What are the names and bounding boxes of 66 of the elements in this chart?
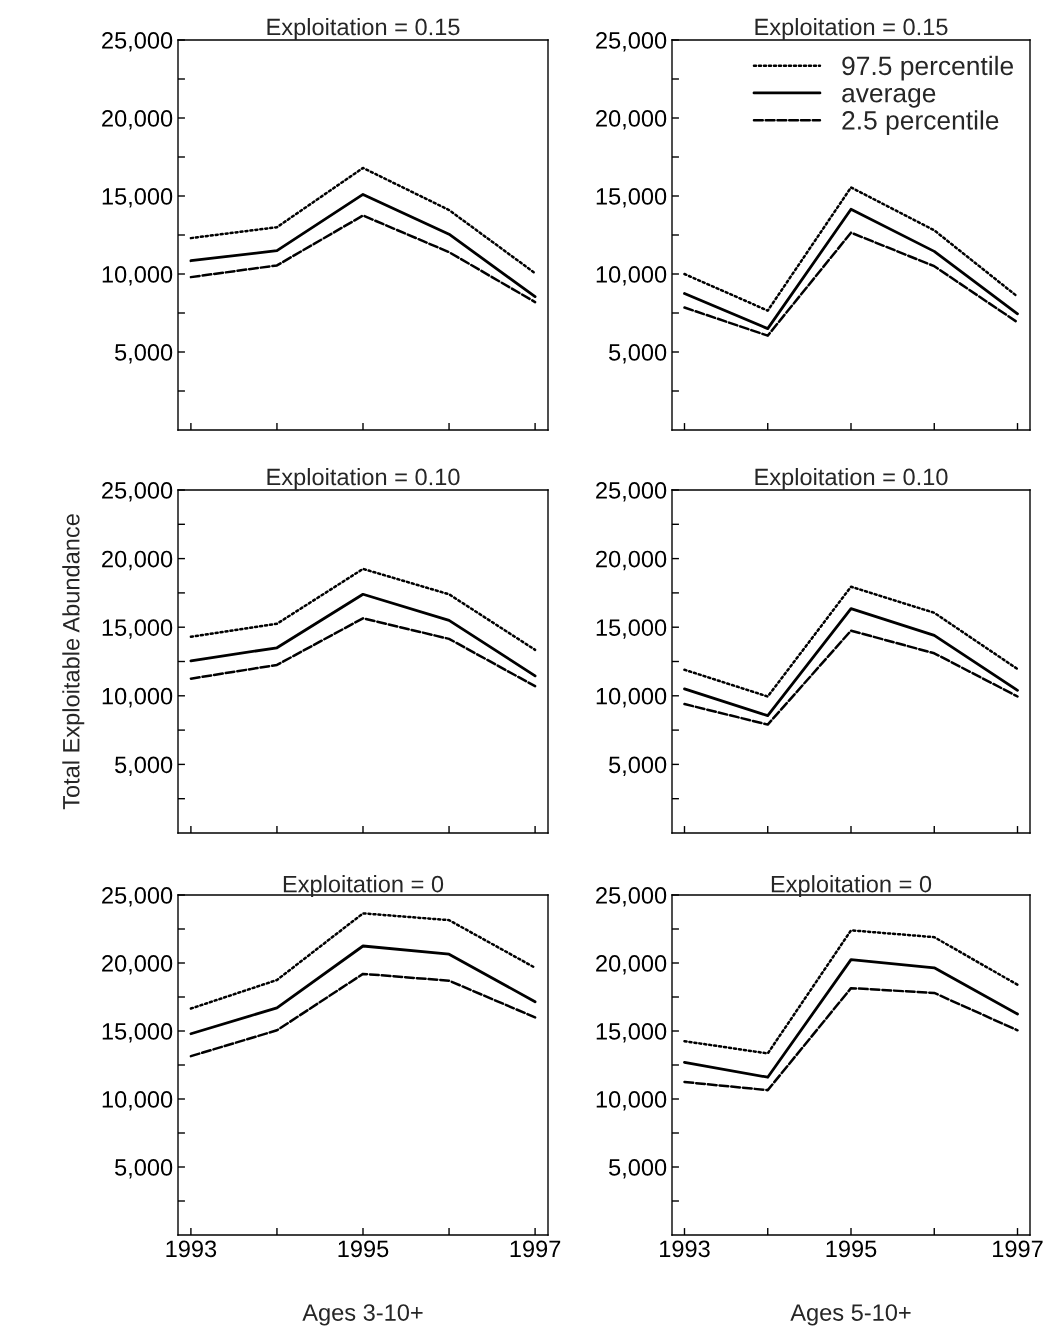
line-series bbox=[683, 986, 1019, 1092]
line-series bbox=[683, 629, 1019, 726]
line-series bbox=[189, 214, 537, 304]
line-series bbox=[683, 585, 1019, 698]
line-series bbox=[189, 592, 537, 678]
y-tick-label: 15,000 bbox=[596, 188, 667, 208]
line-series bbox=[683, 207, 1019, 330]
y-tick-label: 25,000 bbox=[596, 32, 667, 52]
x-tick-label: 1995 bbox=[338, 1240, 389, 1258]
y-tick-label: 20,000 bbox=[102, 110, 173, 130]
legend-label: 2.5 percentile bbox=[842, 110, 999, 135]
legend-label: average bbox=[842, 87, 936, 108]
y-tick-label: 25,000 bbox=[596, 482, 667, 502]
legend-label: 97.5 percentile bbox=[842, 55, 1014, 81]
chart-title: Exploitation = 0 bbox=[283, 875, 444, 898]
x-tick-label: 1997 bbox=[993, 1240, 1043, 1258]
y-tick-label: 5,000 bbox=[609, 344, 667, 364]
y-tick-label: 20,000 bbox=[102, 550, 173, 571]
chart-title: Exploitation = 0 bbox=[771, 875, 932, 898]
y-axis-title: Total Exploitable Abundance bbox=[62, 514, 85, 810]
x-tick-label: 1995 bbox=[826, 1240, 877, 1258]
line-series bbox=[189, 567, 537, 652]
x-axis-title: Ages 3-10+ bbox=[302, 1304, 423, 1326]
y-tick-label: 25,000 bbox=[102, 887, 173, 907]
line-series bbox=[189, 166, 537, 275]
x-axis-title: Ages 5-10+ bbox=[790, 1304, 911, 1326]
y-tick-label: 10,000 bbox=[596, 266, 667, 286]
y-tick-label: 25,000 bbox=[102, 32, 173, 52]
x-tick-label: 1997 bbox=[510, 1240, 561, 1258]
chart-title: Exploitation = 0.10 bbox=[755, 467, 948, 490]
y-tick-label: 5,000 bbox=[609, 756, 667, 776]
line-series bbox=[683, 231, 1019, 337]
y-tick-label: 15,000 bbox=[596, 619, 667, 639]
y-tick-label: 20,000 bbox=[102, 955, 173, 975]
chart-title: Exploitation = 0.15 bbox=[267, 17, 460, 40]
chart-title: Exploitation = 0.10 bbox=[267, 467, 460, 490]
y-tick-label: 20,000 bbox=[596, 955, 667, 975]
y-tick-label: 10,000 bbox=[102, 266, 173, 286]
y-tick-label: 10,000 bbox=[102, 687, 173, 708]
x-tick-label: 1993 bbox=[660, 1240, 710, 1258]
line-series bbox=[683, 958, 1019, 1079]
line-series bbox=[683, 929, 1019, 1055]
y-tick-label: 15,000 bbox=[102, 188, 173, 208]
line-series bbox=[189, 912, 537, 1010]
y-tick-label: 20,000 bbox=[596, 110, 667, 130]
y-tick-label: 10,000 bbox=[596, 1091, 667, 1111]
line-series bbox=[683, 186, 1019, 312]
y-tick-label: 5,000 bbox=[115, 1159, 173, 1179]
y-tick-label: 20,000 bbox=[596, 550, 667, 571]
line-series bbox=[189, 193, 537, 299]
y-tick-label: 5,000 bbox=[609, 1159, 667, 1179]
y-tick-label: 15,000 bbox=[102, 1023, 173, 1043]
y-tick-label: 25,000 bbox=[596, 887, 667, 907]
line-series bbox=[189, 972, 537, 1058]
line-series bbox=[189, 944, 537, 1036]
y-tick-label: 5,000 bbox=[115, 756, 173, 776]
chart-title: Exploitation = 0.15 bbox=[755, 17, 948, 40]
y-tick-label: 25,000 bbox=[102, 482, 173, 502]
y-tick-label: 15,000 bbox=[102, 619, 173, 639]
y-tick-label: 15,000 bbox=[596, 1023, 667, 1043]
y-tick-label: 10,000 bbox=[102, 1091, 173, 1111]
line-series bbox=[189, 617, 537, 688]
x-tick-label: 1993 bbox=[166, 1240, 217, 1258]
y-tick-label: 10,000 bbox=[596, 687, 667, 708]
line-series bbox=[683, 607, 1019, 718]
y-tick-label: 5,000 bbox=[115, 344, 173, 364]
